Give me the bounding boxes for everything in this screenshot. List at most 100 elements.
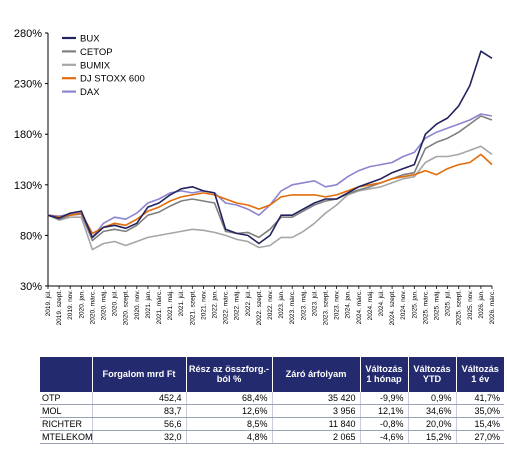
cell-change-1m: 12,1% xyxy=(360,404,409,418)
x-tick-label: 2026. márc. xyxy=(489,290,496,325)
x-tick-label: 2023. márc. xyxy=(289,290,296,325)
series-line-cetop xyxy=(47,115,493,242)
legend-label: CETOP xyxy=(80,47,113,58)
header-change-1m: Változás 1 hónap xyxy=(360,357,409,392)
header-empty xyxy=(40,357,93,392)
cell-close: 3 956 xyxy=(272,404,361,418)
cell-close: 35 420 xyxy=(272,391,361,405)
cell-share: 12,6% xyxy=(186,404,273,418)
table-row: MTELEKOM 32,0 4,8% 2 065 -4,6% 15,2% 27,… xyxy=(40,430,504,444)
table-row: MOL 83,7 12,6% 3 956 12,1% 34,6% 35,0% xyxy=(40,404,504,418)
y-tick-label: 180% xyxy=(14,129,42,141)
cell-change-ytd: 0,9% xyxy=(408,391,457,405)
cell-share: 8,5% xyxy=(186,417,273,431)
x-tick-label: 2022. máj. xyxy=(234,290,241,321)
series-line-dj-stoxx-600 xyxy=(47,153,493,235)
x-tick-label: 2020. jan. xyxy=(78,290,85,319)
cell-change-1m: -9,9% xyxy=(360,391,409,405)
x-tick-label: 2023. jan. xyxy=(278,290,285,319)
y-tick-label: 80% xyxy=(20,230,42,242)
table-header-row: Forgalom mrd Ft Rész az összforg.-ból % … xyxy=(40,357,504,392)
cell-turnover: 32,0 xyxy=(92,430,187,444)
x-tick-label: 2023. máj. xyxy=(300,290,307,321)
y-tick-label: 280% xyxy=(14,28,42,40)
x-tick-label: 2020. máj. xyxy=(101,290,108,321)
x-tick-label: 2021. nov. xyxy=(200,290,207,320)
x-tick-label: 2022. szept. xyxy=(256,290,263,326)
x-tick-label: 2023. nov. xyxy=(334,290,341,320)
x-tick-label: 2020. szept. xyxy=(123,290,130,326)
header-turnover: Forgalom mrd Ft xyxy=(92,357,187,392)
cell-change-ytd: 34,6% xyxy=(408,404,457,418)
x-tick-label: 2024. máj. xyxy=(367,290,374,321)
x-axis-labels: 2019. júl. 2019. szept. 2019. nov. 2020. ja… xyxy=(45,286,496,325)
cell-name: OTP xyxy=(40,391,93,405)
chart-axes xyxy=(47,33,492,287)
table-row: OTP 452,4 68,4% 35 420 -9,9% 0,9% 41,7% xyxy=(40,391,504,405)
cell-change-1y: 15,4% xyxy=(456,417,504,431)
x-tick-label: 2025. nov. xyxy=(467,290,474,320)
x-tick-label: 2021. máj. xyxy=(167,290,174,321)
x-tick-label: 2024. szept. xyxy=(389,290,396,326)
table-row: RICHTER 56,6 8,5% 11 840 -0,8% 20,0% 15,… xyxy=(40,417,504,431)
x-tick-label: 2022. jan. xyxy=(212,290,219,319)
y-tick-label: 230% xyxy=(14,79,42,91)
y-axis-labels: 30% 80% 130% 180% 230% 280% xyxy=(14,28,48,293)
cell-name: RICHTER xyxy=(40,417,93,431)
x-tick-label: 2019. nov. xyxy=(67,290,74,320)
cell-name: MTELEKOM xyxy=(40,430,93,444)
x-tick-label: 2025. júl. xyxy=(445,290,452,317)
x-tick-label: 2024. nov. xyxy=(400,290,407,320)
cell-close: 2 065 xyxy=(272,430,361,444)
x-tick-label: 2021. jan. xyxy=(145,290,152,319)
series-line-bumix xyxy=(47,145,493,251)
header-share: Rész az összforg.-ból % xyxy=(186,357,273,392)
cell-change-1m: -0,8% xyxy=(360,417,409,431)
x-tick-label: 2025. máj. xyxy=(434,290,441,321)
legend-label: BUMIX xyxy=(80,60,111,71)
chart-legend: BUX CETOP BUMIX DJ STOXX 600 DAX xyxy=(62,34,145,98)
cell-share: 4,8% xyxy=(186,430,273,444)
series-lines xyxy=(47,50,493,251)
legend-label: BUX xyxy=(80,34,100,45)
stock-table: Forgalom mrd Ft Rész az összforg.-ból % … xyxy=(40,357,504,444)
line-chart: 30% 80% 130% 180% 230% 280% 2019. júl. 2019. s… xyxy=(14,28,496,325)
x-tick-label: 2019. júl. xyxy=(45,290,52,317)
cell-turnover: 83,7 xyxy=(92,404,187,418)
x-tick-label: 2022. júl. xyxy=(245,290,252,317)
x-tick-label: 2021. júl. xyxy=(178,290,185,317)
cell-share: 68,4% xyxy=(186,391,273,405)
series-line-dax xyxy=(47,113,493,239)
series-line-bux xyxy=(47,50,493,245)
cell-name: MOL xyxy=(40,404,93,418)
x-tick-label: 2026. jan. xyxy=(478,290,485,319)
cell-change-1y: 27,0% xyxy=(456,430,504,444)
cell-change-1y: 35,0% xyxy=(456,404,504,418)
x-tick-label: 2022. márc. xyxy=(223,290,230,325)
header-change-1y: Változás 1 év xyxy=(456,357,504,392)
cell-change-ytd: 15,2% xyxy=(408,430,457,444)
cell-turnover: 452,4 xyxy=(92,391,187,405)
x-tick-label: 2020. nov. xyxy=(134,290,141,320)
x-tick-label: 2025. szept. xyxy=(456,290,463,326)
cell-change-1m: -4,6% xyxy=(360,430,409,444)
x-tick-label: 2024. márc. xyxy=(356,290,363,325)
x-tick-label: 2024. júl. xyxy=(378,290,385,317)
y-tick-label: 30% xyxy=(20,281,42,293)
header-change-ytd: Változás YTD xyxy=(408,357,457,392)
cell-change-ytd: 20,0% xyxy=(408,417,457,431)
x-tick-label: 2025. márc. xyxy=(422,290,429,325)
x-tick-label: 2022. nov. xyxy=(267,290,274,320)
legend-label: DJ STOXX 600 xyxy=(80,74,145,85)
x-tick-label: 2023. szept. xyxy=(323,290,330,326)
cell-close: 11 840 xyxy=(272,417,361,431)
cell-turnover: 56,6 xyxy=(92,417,187,431)
x-tick-label: 2024. jan. xyxy=(345,290,352,319)
x-tick-label: 2019. szept. xyxy=(56,290,63,326)
x-tick-label: 2023. júl. xyxy=(311,290,318,317)
header-close: Záró árfolyam xyxy=(272,357,361,392)
x-tick-label: 2025. jan. xyxy=(411,290,418,319)
x-tick-label: 2020. júl. xyxy=(112,290,119,317)
legend-label: DAX xyxy=(80,87,100,98)
x-tick-label: 2021. szept. xyxy=(189,290,196,326)
